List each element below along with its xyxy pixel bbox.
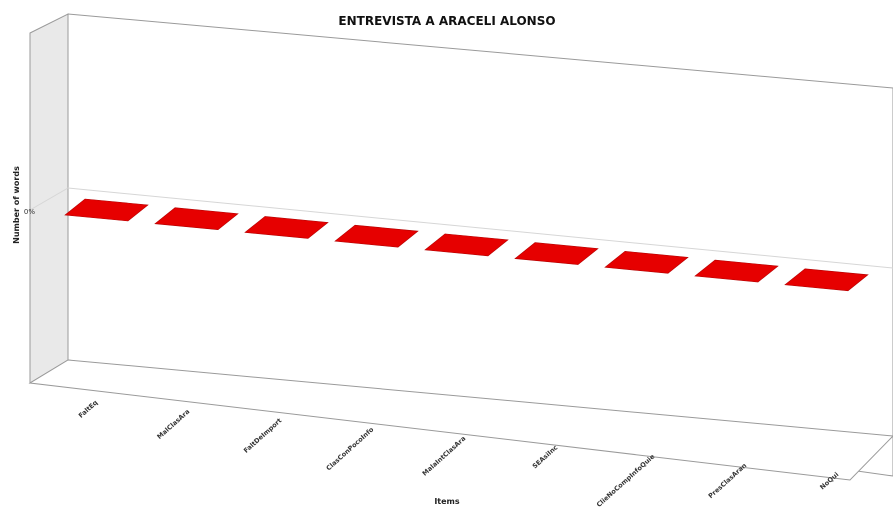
x-tick-label: MalClasAra (156, 408, 192, 441)
x-tick-label: PresClasAran (707, 461, 749, 500)
x-tick-label: MalaIntClasAra (421, 435, 468, 478)
bar (514, 242, 599, 265)
bar (244, 216, 329, 239)
bar (424, 233, 509, 257)
bar (694, 259, 779, 283)
x-axis-title: Items (434, 497, 460, 506)
bar (784, 268, 869, 292)
bar (334, 224, 419, 248)
bar (154, 207, 239, 231)
x-tick-label: ClieNoCompInfoQuie (595, 452, 657, 509)
bars-layer (64, 198, 869, 292)
y-axis-title: Number of words (12, 166, 21, 244)
x-tick-label: SEAsiInc (531, 443, 560, 470)
x-tick-label: ClasConPocoInfo (325, 425, 376, 472)
zero-gridline-side (29, 187, 69, 211)
bar (64, 198, 149, 222)
floor (28, 359, 893, 481)
x-tick-label: FaltDeImport (242, 417, 283, 455)
bar (604, 251, 689, 274)
y-tick-label: 0% (24, 208, 35, 216)
chart-title: ENTREVISTA A ARACELI ALONSO (338, 14, 555, 28)
x-tick-label: FaltEq (77, 398, 100, 419)
zero-gridline-back (67, 187, 893, 269)
